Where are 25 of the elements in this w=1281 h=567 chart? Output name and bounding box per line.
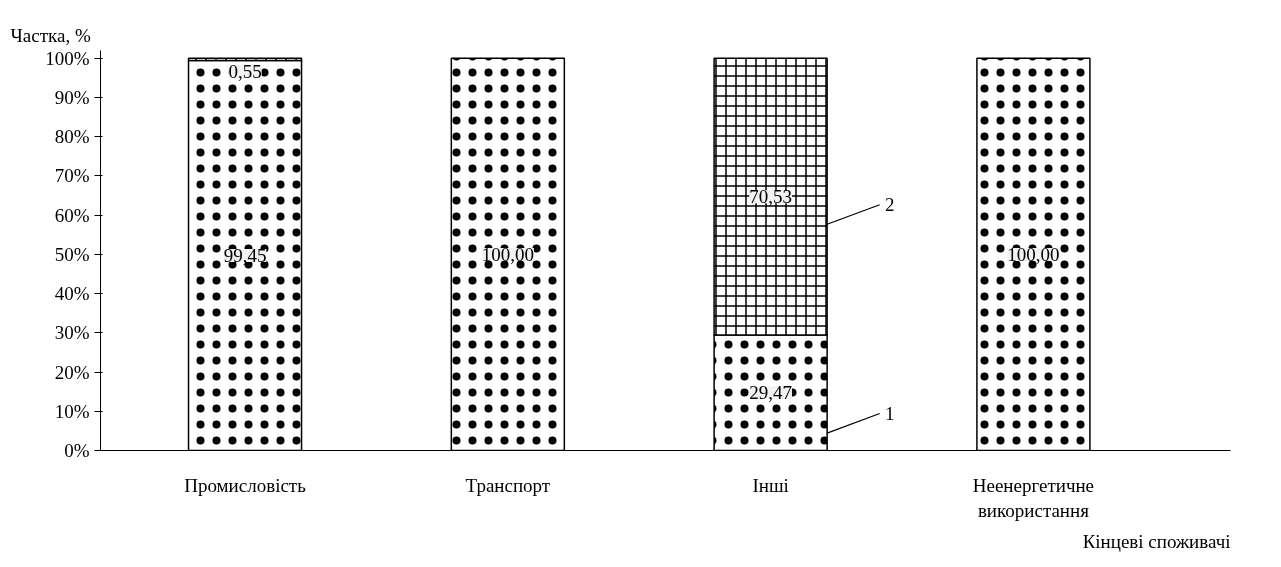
data-label: 99,45 [223, 245, 267, 266]
y-tick-label: 80% [54, 126, 90, 148]
y-tick-label: 0% [64, 440, 90, 461]
text: 2 [884, 194, 895, 216]
x-axis-title: Кінцеві споживачі [1082, 530, 1231, 552]
data-label: 29,47 [749, 382, 792, 404]
y-tick-label: 30% [54, 322, 90, 344]
y-tick-label: 10% [54, 400, 90, 422]
y-tick-label: 50% [54, 243, 90, 265]
x-tick-label: Інші [752, 474, 789, 496]
x-tick-label: Транспорт [465, 474, 551, 496]
y-axis-title: Частка, % [10, 24, 91, 46]
x-tick-label: Промисловість [184, 474, 307, 496]
data-label: 100,00 [1007, 243, 1060, 265]
x-tick-label: Неенергетичне використання [972, 474, 1095, 521]
text: 1 [884, 403, 895, 425]
y-tick-label: 90% [54, 87, 90, 109]
y-tick-label: 60% [54, 204, 90, 226]
y-tick-label: 40% [54, 283, 90, 305]
y-tick-label: 70% [54, 165, 90, 187]
data-label: 0,55 [228, 60, 262, 82]
y-tick-label: 20% [54, 361, 90, 383]
data-label: 70,53 [749, 186, 792, 208]
data-label: 100,00 [481, 243, 534, 265]
y-tick-label: 100% [45, 47, 90, 69]
